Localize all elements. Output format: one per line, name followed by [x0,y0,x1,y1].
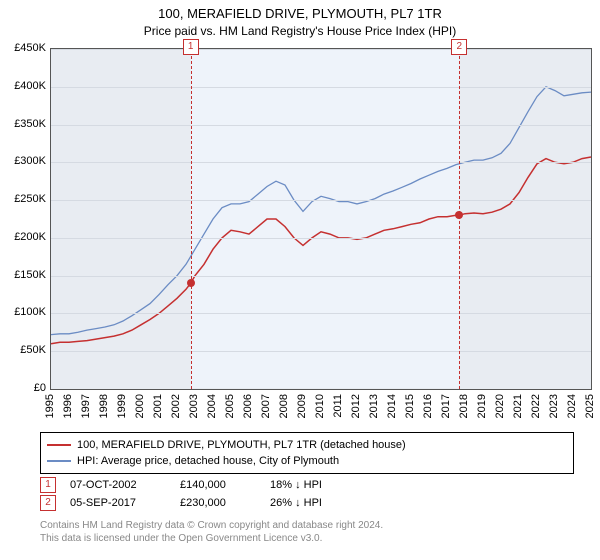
sale-id-badge: 1 [40,477,56,493]
x-axis-label: 2012 [350,394,362,418]
x-axis-label: 2003 [188,394,200,418]
x-axis-label: 2000 [134,394,146,418]
sale-hpi-diff: 26% ↓ HPI [270,497,380,509]
x-axis-label: 2002 [170,394,182,418]
x-axis-label: 1997 [80,394,92,418]
legend-swatch [47,444,71,446]
footnote-line-2: This data is licensed under the Open Gov… [40,533,322,544]
x-axis-label: 2022 [530,394,542,418]
y-axis-label: £250K [0,193,46,205]
sale-price: £230,000 [180,497,270,509]
grid-line [51,125,591,126]
grid-line [51,313,591,314]
sale-price: £140,000 [180,479,270,491]
x-axis-label: 2014 [386,394,398,418]
y-axis-label: £100K [0,306,46,318]
x-axis-label: 1996 [62,394,74,418]
sale-marker-line [191,46,192,389]
y-axis-label: £450K [0,42,46,54]
sale-row: 2 05-SEP-2017£230,00026% ↓ HPI [40,494,380,512]
legend-item: HPI: Average price, detached house, City… [47,453,567,469]
sale-date: 07-OCT-2002 [70,479,180,491]
x-axis-label: 2019 [476,394,488,418]
legend-label: 100, MERAFIELD DRIVE, PLYMOUTH, PL7 1TR … [77,439,406,451]
x-axis-label: 2001 [152,394,164,418]
line-canvas [51,49,591,389]
sale-marker-dot [455,211,463,219]
grid-line [51,351,591,352]
chart-area: 12 £0£50K£100K£150K£200K£250K£300K£350K£… [50,48,590,388]
sale-date: 05-SEP-2017 [70,497,180,509]
plot-background: 12 [50,48,592,390]
sale-hpi-diff: 18% ↓ HPI [270,479,380,491]
sale-marker-badge: 1 [183,39,199,55]
x-axis-label: 2017 [440,394,452,418]
chart-wrapper: 100, MERAFIELD DRIVE, PLYMOUTH, PL7 1TR … [0,0,600,560]
y-axis-label: £0 [0,382,46,394]
grid-line [51,87,591,88]
legend-item: 100, MERAFIELD DRIVE, PLYMOUTH, PL7 1TR … [47,437,567,453]
x-axis-label: 2020 [494,394,506,418]
x-axis-label: 1999 [116,394,128,418]
x-axis-label: 2023 [548,394,560,418]
footnote: Contains HM Land Registry data © Crown c… [40,520,590,545]
sale-marker-badge: 2 [451,39,467,55]
x-axis-label: 2006 [242,394,254,418]
grid-line [51,238,591,239]
y-axis-label: £50K [0,344,46,356]
x-axis-label: 1998 [98,394,110,418]
x-axis-label: 2015 [404,394,416,418]
x-axis-label: 2010 [314,394,326,418]
legend-label: HPI: Average price, detached house, City… [77,455,339,467]
legend-box: 100, MERAFIELD DRIVE, PLYMOUTH, PL7 1TR … [40,432,574,474]
sale-id-badge: 2 [40,495,56,511]
chart-title: 100, MERAFIELD DRIVE, PLYMOUTH, PL7 1TR [0,6,600,21]
x-axis-label: 1995 [44,394,56,418]
x-axis-label: 2008 [278,394,290,418]
y-axis-label: £400K [0,80,46,92]
y-axis-label: £300K [0,155,46,167]
footnote-line-1: Contains HM Land Registry data © Crown c… [40,520,383,531]
x-axis-label: 2024 [566,394,578,418]
x-axis-label: 2004 [206,394,218,418]
legend-swatch [47,460,71,462]
sale-marker-dot [187,279,195,287]
x-axis-label: 2025 [584,394,596,418]
grid-line [51,49,591,50]
x-axis-label: 2007 [260,394,272,418]
x-axis-label: 2005 [224,394,236,418]
x-axis-label: 2021 [512,394,524,418]
x-axis-label: 2013 [368,394,380,418]
grid-line [51,200,591,201]
y-axis-label: £200K [0,231,46,243]
x-axis-label: 2016 [422,394,434,418]
grid-line [51,276,591,277]
sale-row: 1 07-OCT-2002£140,00018% ↓ HPI [40,476,380,494]
y-axis-label: £150K [0,269,46,281]
grid-line [51,162,591,163]
y-axis-label: £350K [0,118,46,130]
x-axis-label: 2018 [458,394,470,418]
sales-table: 1 07-OCT-2002£140,00018% ↓ HPI 2 05-SEP-201… [40,476,380,512]
chart-subtitle: Price paid vs. HM Land Registry's House … [0,24,600,38]
x-axis-label: 2009 [296,394,308,418]
x-axis-label: 2011 [332,394,344,418]
